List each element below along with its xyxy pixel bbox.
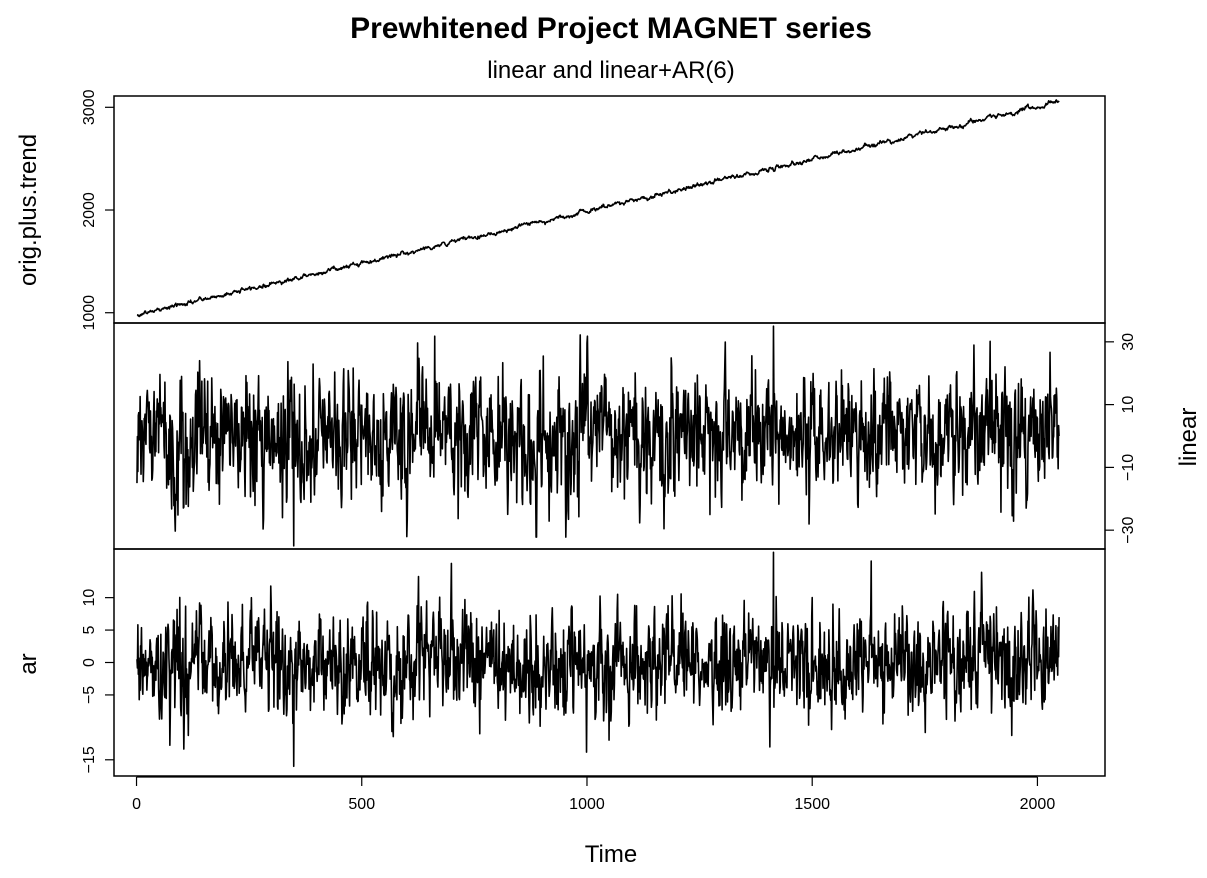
y-tick-label: 10 bbox=[81, 589, 98, 607]
x-tick-label: 1500 bbox=[794, 796, 830, 813]
series-line-orig-plus-trend bbox=[136, 99, 1060, 318]
x-tick-label: 1000 bbox=[569, 796, 605, 813]
x-tick-label: 2000 bbox=[1020, 796, 1056, 813]
y-axis-label-ar: ar bbox=[15, 653, 42, 674]
y-tick-label: −10 bbox=[1120, 454, 1137, 481]
series-line-ar bbox=[136, 551, 1060, 768]
y-tick-label: 10 bbox=[1120, 396, 1137, 414]
chart-subtitle: linear and linear+AR(6) bbox=[487, 57, 734, 84]
chart-title: Prewhitened Project MAGNET series bbox=[350, 12, 872, 45]
series-line-linear bbox=[136, 325, 1060, 547]
y-tick-label: −30 bbox=[1120, 516, 1137, 543]
panel-linear: −30 −10 10 30 bbox=[113, 322, 1137, 550]
y-tick-label: 3000 bbox=[81, 89, 98, 125]
y-tick-label: 1000 bbox=[81, 295, 98, 331]
y-tick-label: −15 bbox=[81, 746, 98, 773]
x-tick-label: 0 bbox=[132, 796, 141, 813]
panel-frame bbox=[113, 95, 1106, 324]
panel-orig-plus-trend: 1000 2000 3000 bbox=[81, 89, 1106, 331]
y-tick-label: −5 bbox=[81, 686, 98, 704]
y-tick-label: 0 bbox=[81, 658, 98, 667]
y-axis-label-orig-plus-trend: orig.plus.trend bbox=[15, 134, 42, 286]
y-tick-label: 5 bbox=[81, 626, 98, 635]
x-tick-label: 500 bbox=[348, 796, 375, 813]
y-axis-label-linear: linear bbox=[1175, 408, 1202, 467]
panel-ar: −15 −5 0 5 10 0 500 1000 1500 2000 bbox=[81, 548, 1106, 813]
y-tick-label: 2000 bbox=[81, 192, 98, 228]
y-tick-label: 30 bbox=[1120, 333, 1137, 351]
x-axis-label: Time bbox=[585, 841, 637, 868]
